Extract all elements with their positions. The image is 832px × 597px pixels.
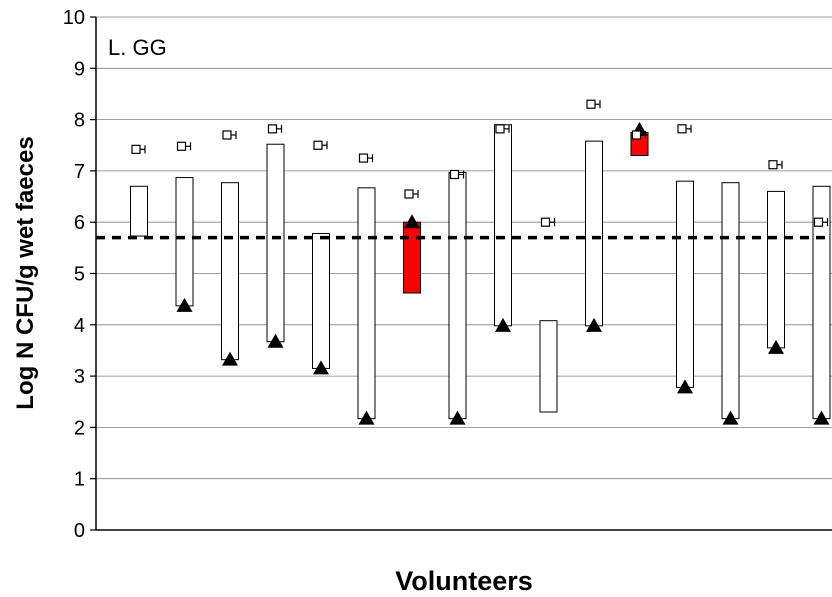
square-marker: [586, 99, 596, 109]
square-marker: [631, 130, 642, 140]
triangle-markers: [176, 121, 830, 425]
square-marker: [313, 140, 323, 150]
square-marker: [176, 141, 187, 151]
triangle-marker: [358, 410, 375, 425]
y-axis-label: Log N CFU/g wet faeces: [12, 136, 39, 409]
square-marker: [358, 153, 369, 163]
y-tick-label: 6: [74, 212, 85, 234]
range-bar: [721, 182, 740, 420]
y-tick-label: 5: [74, 264, 85, 286]
square-marker: [267, 124, 278, 134]
range-bar: [130, 185, 148, 237]
y-tick-label: 4: [74, 315, 85, 337]
triangle-marker: [495, 317, 511, 332]
triangle-marker: [404, 214, 420, 229]
square-marker: [540, 217, 551, 227]
x-axis-label: Volunteers: [395, 566, 533, 596]
square-marker: [404, 189, 414, 199]
triangle-marker: [449, 410, 466, 425]
triangle-marker: [176, 297, 193, 312]
range-bar: [175, 177, 194, 307]
range-bar: [494, 124, 512, 327]
y-tick-label: 0: [74, 520, 85, 542]
highlighted-bar: [403, 221, 421, 294]
square-marker: [131, 144, 141, 154]
square-marker: [813, 217, 824, 227]
square-markers: [131, 99, 829, 227]
range-bar: [266, 143, 285, 343]
square-marker: [677, 124, 687, 134]
y-tick-label: 1: [74, 469, 85, 491]
panel-label: L. GG: [108, 35, 167, 60]
range-bar: [539, 320, 558, 413]
y-tick-label: 7: [74, 161, 85, 183]
range-bar: [448, 171, 467, 420]
triangle-marker: [313, 360, 329, 375]
square-marker: [449, 169, 460, 180]
y-tick-label: 2: [74, 417, 85, 439]
range-bar: [585, 140, 603, 327]
triangle-marker: [768, 339, 784, 354]
range-bar: [676, 180, 694, 388]
range-bar: [767, 190, 785, 349]
y-tick-label: 10: [63, 7, 85, 29]
range-bar: [221, 182, 239, 361]
square-marker: [222, 130, 232, 140]
square-marker: [495, 124, 505, 134]
triangle-marker: [813, 410, 830, 425]
range-bar: [357, 187, 376, 420]
y-tick-label: 3: [74, 366, 85, 388]
triangle-marker: [722, 410, 739, 425]
y-tick-label: 8: [74, 110, 85, 132]
y-axis-ticks: 0 1 2 3 4 5 6 7 8 9 10: [63, 7, 96, 542]
y-tick-label: 9: [74, 58, 85, 80]
bars: [130, 124, 831, 420]
triangle-marker: [586, 317, 602, 332]
square-marker: [768, 160, 778, 170]
triangle-marker: [222, 351, 238, 366]
range-bar: [312, 232, 330, 369]
triangle-marker: [267, 333, 284, 348]
triangle-marker: [677, 379, 693, 394]
